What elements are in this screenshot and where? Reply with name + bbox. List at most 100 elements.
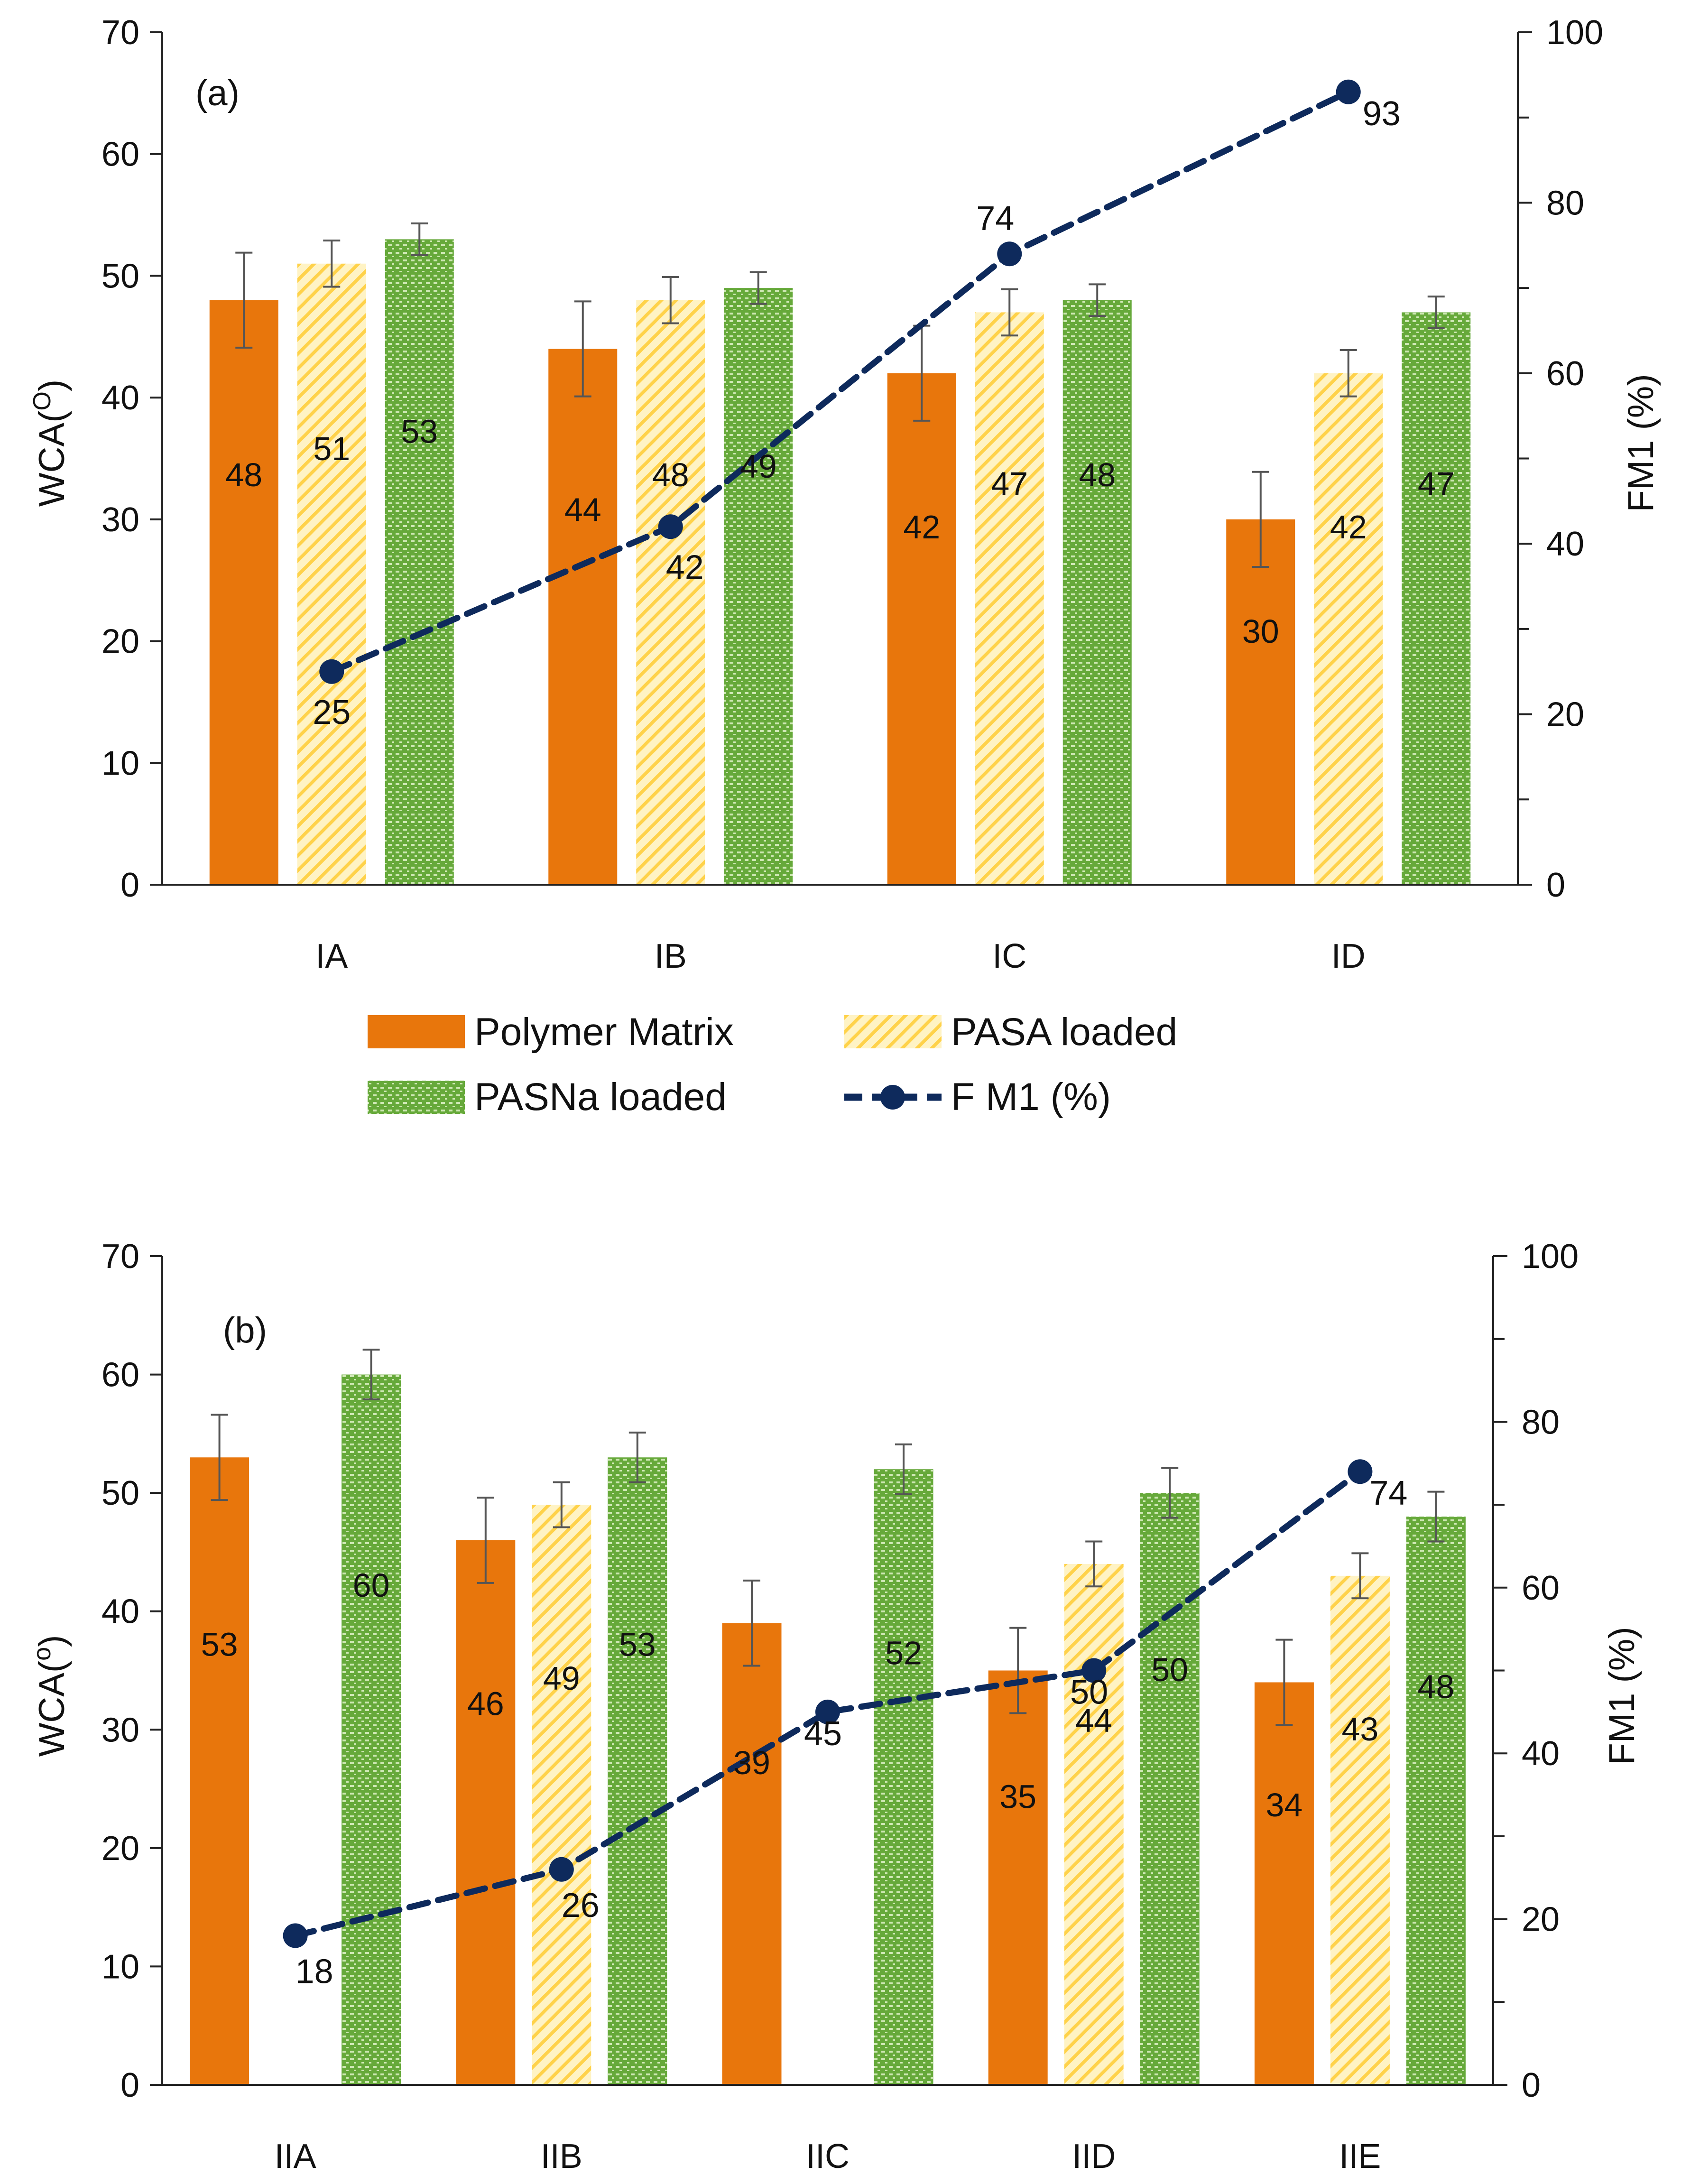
bar-data-label: 50 (1151, 1651, 1188, 1688)
bar-polymer (1226, 519, 1295, 885)
fm1-point (1336, 79, 1361, 104)
fm1-data-label: 50 (1070, 1674, 1108, 1712)
bar-pasa (636, 300, 705, 885)
bar-pasna (874, 1469, 933, 2085)
bar-pasna (342, 1374, 401, 2085)
bar-polymer (209, 300, 278, 885)
y-axis-title-sup: O (28, 391, 56, 410)
bar-data-label: 35 (999, 1778, 1036, 1815)
bar-pasna (1406, 1517, 1466, 2085)
bar-pasa (975, 312, 1044, 885)
bar-pasa (297, 263, 366, 885)
panel-b-chart: 53 46 39 35 34 49 44 43 60 53 52 50 48 18 26 45 50 74 0 10… (28, 1238, 1642, 2175)
bar-pasna (1402, 312, 1471, 885)
bar-data-label: 53 (619, 1626, 656, 1663)
bar-pasa (532, 1505, 591, 2085)
fm1-data-label: 74 (1369, 1474, 1407, 1512)
y-tick-label: 70 (102, 1238, 139, 1276)
y-tick-label: 10 (102, 1948, 139, 1986)
x-tick-label: ID (1331, 937, 1366, 975)
bar-pasna (1140, 1493, 1200, 2085)
y2-tick-label: 40 (1522, 1735, 1560, 1773)
fm1-point (815, 1699, 840, 1724)
fm1-point (549, 1857, 574, 1882)
fm1-line (292, 1468, 1363, 1939)
fm1-data-label: 74 (976, 200, 1014, 238)
bar-pasa (1314, 373, 1383, 885)
fm1-point (283, 1923, 308, 1948)
fm1-point (1348, 1459, 1373, 1484)
x-tick-label: IA (315, 937, 348, 975)
y-tick-label: 40 (102, 379, 139, 417)
bar-polymer (190, 1457, 249, 2085)
fm1-data-label: 18 (296, 1953, 333, 1991)
bar-data-label: 49 (740, 448, 777, 485)
bar-data-label: 47 (1418, 465, 1455, 502)
x-tick-label: IC (992, 937, 1026, 975)
x-tick-label: IIE (1339, 2138, 1381, 2175)
bar-data-label: 42 (1330, 509, 1367, 546)
bar-data-label: 44 (1075, 1702, 1112, 1739)
y2-tick-label: 100 (1522, 1238, 1579, 1276)
x-tick-label: IIC (806, 2138, 850, 2175)
y2-tick-label: 20 (1522, 1901, 1560, 1939)
y2-axis-title: FM1 (%) (1621, 374, 1661, 512)
bar-pasna (385, 239, 454, 885)
y-axis-title: WCA(o) (28, 1635, 72, 1757)
bar-data-label: 49 (543, 1660, 580, 1697)
y-tick-label: 60 (102, 1356, 139, 1394)
y2-tick-label: 40 (1546, 525, 1584, 563)
fm1-data-label: 93 (1363, 95, 1401, 133)
bar-data-label: 47 (991, 465, 1028, 502)
panel-label: (a) (195, 73, 240, 113)
panel-a-chart: 48 44 42 30 51 48 47 42 53 49 48 47 25 42 74 93 0 10 20 30… (28, 14, 1661, 975)
bar-polymer (456, 1540, 516, 2085)
y-tick-label: 10 (102, 744, 139, 782)
y2-tick-label: 60 (1546, 355, 1584, 393)
bar-data-label: 46 (467, 1685, 504, 1722)
legend-line-marker (880, 1085, 905, 1110)
legend-label-pasna: PASNa loaded (474, 1075, 727, 1119)
bar-data-label: 53 (401, 413, 438, 450)
y-tick-label: 50 (102, 1474, 139, 1512)
y2-tick-label: 0 (1522, 2066, 1541, 2104)
y2-tick-label: 100 (1546, 14, 1603, 52)
bar-data-label: 48 (1417, 1668, 1454, 1705)
y2-axis-title: FM1 (%) (1602, 1627, 1642, 1765)
bar-data-label: 53 (201, 1626, 238, 1663)
y-tick-label: 30 (102, 501, 139, 539)
fm1-data-label: 42 (666, 548, 704, 586)
fm1-data-label: 45 (804, 1715, 842, 1753)
y-tick-label: 60 (102, 136, 139, 174)
fm1-line (328, 89, 1352, 675)
bar-data-label: 43 (1341, 1711, 1378, 1748)
bar-data-label: 51 (313, 430, 350, 467)
fm1-data-label: 25 (313, 694, 351, 731)
x-tick-label: IIA (275, 2138, 316, 2175)
y-tick-label: 30 (102, 1711, 139, 1749)
bar-pasna (724, 288, 793, 885)
fm1-data-label: 26 (562, 1887, 600, 1925)
y-tick-label: 0 (120, 2066, 139, 2104)
x-tick-label: IB (655, 937, 687, 975)
fm1-point (1081, 1658, 1107, 1683)
bar-polymer (1254, 1682, 1314, 2085)
y-tick-label: 70 (102, 14, 139, 52)
bar-pasna (1062, 300, 1132, 885)
y-axis-title-sup: o (28, 1647, 56, 1661)
legend-label-pasa: PASA loaded (951, 1010, 1177, 1054)
y2-tick-label: 80 (1546, 184, 1584, 222)
bar-data-label: 44 (564, 491, 601, 528)
y2-tick-label: 80 (1522, 1403, 1560, 1441)
panel-label: (b) (223, 1310, 267, 1351)
bar-polymer (548, 349, 618, 885)
bar-polymer (887, 373, 956, 885)
bar-polymer (988, 1670, 1048, 2085)
legend: Polymer Matrix PASA loaded PASNa loaded … (368, 1010, 1177, 1119)
fm1-point (658, 514, 683, 539)
y-tick-label: 20 (102, 1830, 139, 1868)
legend-swatch-pasa (844, 1015, 942, 1048)
bar-data-label: 34 (1265, 1786, 1302, 1823)
